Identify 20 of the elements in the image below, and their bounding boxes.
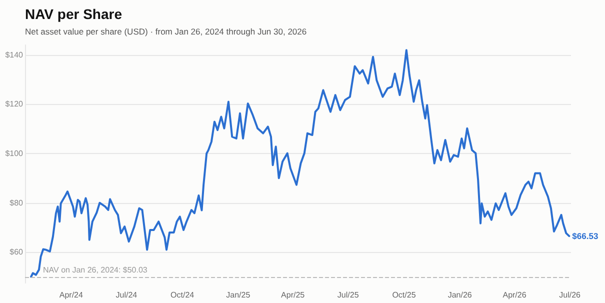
x-tick-label: Apr/25 bbox=[281, 290, 306, 300]
y-tick-label: $140 bbox=[5, 50, 24, 60]
x-tick-label: Jul/25 bbox=[337, 290, 360, 300]
chart-title: NAV per Share bbox=[25, 6, 122, 22]
x-tick-label: Oct/25 bbox=[392, 290, 416, 300]
line-series bbox=[30, 49, 570, 278]
x-tick-label: Apr/26 bbox=[502, 290, 527, 300]
data-label: $66.53 bbox=[572, 231, 598, 242]
ref-line-label: NAV on Jan 26, 2024: $50.03 bbox=[43, 265, 148, 274]
x-tick-label: Apr/24 bbox=[59, 290, 84, 300]
x-tick-label: Jul/24 bbox=[116, 290, 138, 300]
x-tick-label: Jul/26 bbox=[559, 290, 582, 300]
y-tick-label: $80 bbox=[10, 198, 24, 208]
y-tick-label: $60 bbox=[10, 248, 24, 257]
y-tick-label: $100 bbox=[5, 149, 24, 158]
y-tick-label: $120 bbox=[5, 100, 24, 109]
x-tick-label: Oct/24 bbox=[170, 290, 195, 300]
x-tick-label: Jan/26 bbox=[448, 290, 472, 300]
chart-subtitle: Net asset value per share (USD) · from Jan 26, 2024 through Jun 30, 2026 bbox=[25, 26, 307, 36]
x-tick-label: Jan/25 bbox=[226, 290, 251, 300]
